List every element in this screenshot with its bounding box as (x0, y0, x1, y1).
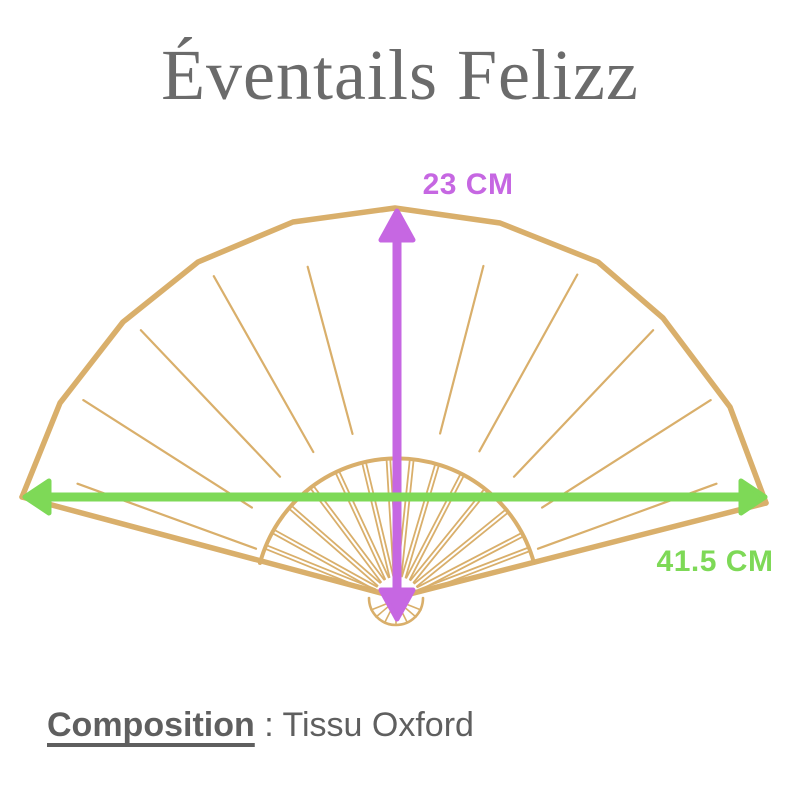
fan-stick-line (289, 508, 379, 587)
height-arrow (378, 208, 416, 622)
fan-stick-line (419, 550, 530, 595)
fan-stick-line (413, 509, 506, 585)
page-title: Éventails Felizz (161, 35, 639, 115)
height-arrow-head-down-icon (378, 587, 416, 622)
fan-stick-line (417, 547, 528, 591)
fan-stick-line (404, 465, 440, 579)
fan-stick-line (405, 473, 461, 579)
fan-stick-line (409, 489, 485, 582)
fan-stick-line (266, 544, 377, 591)
fan-stick-line (400, 460, 415, 578)
fan-illustration (19, 205, 769, 627)
composition-value: Tissu Oxford (282, 706, 474, 744)
fan-stick-line (265, 548, 375, 594)
fan-stick-line (408, 475, 465, 581)
fan-stick-line (415, 512, 508, 588)
fan-stick-line (291, 505, 382, 584)
fan-stick-line (385, 459, 395, 578)
height-arrow-head-up-icon (378, 208, 416, 243)
width-dimension-label: 41.5 CM (656, 545, 774, 578)
width-arrow-head-left-icon (22, 478, 52, 516)
fan-stick-line (338, 471, 390, 579)
fan-rib-line (512, 329, 655, 478)
fan-stick-line (361, 463, 391, 578)
fan-stick-line (313, 486, 386, 581)
fan-stick-line (401, 464, 436, 578)
composition-line: Composition : Tissu Oxford (47, 706, 474, 745)
fan-left-guard (19, 494, 395, 599)
fan-rib-line (212, 275, 315, 454)
fan-stick-line (416, 532, 522, 589)
fan-stick-line (365, 462, 395, 578)
fan-rib-line (540, 399, 712, 509)
fan-rib-line (478, 273, 579, 453)
fan-sticks (265, 459, 530, 595)
fan-stick-line (272, 532, 377, 591)
composition-label: Composition (47, 706, 255, 744)
fan-stick-line (418, 536, 523, 592)
fan-stick-line (274, 529, 378, 588)
width-arrow (22, 478, 768, 516)
height-dimension-label: 23 CM (422, 168, 514, 201)
fan-rib-line (439, 264, 485, 435)
fan-stick-line (412, 491, 488, 584)
fan-rib-line (139, 329, 282, 478)
fan-stick-line (335, 472, 387, 580)
fan-outer-edge (19, 205, 769, 506)
fan-stick-line (310, 488, 382, 583)
width-arrow-head-right-icon (738, 478, 768, 516)
fan-rib-line (82, 399, 253, 509)
composition-separator: : (254, 706, 283, 744)
fan-right-guard (399, 500, 769, 599)
fan-rib-line (306, 265, 354, 435)
